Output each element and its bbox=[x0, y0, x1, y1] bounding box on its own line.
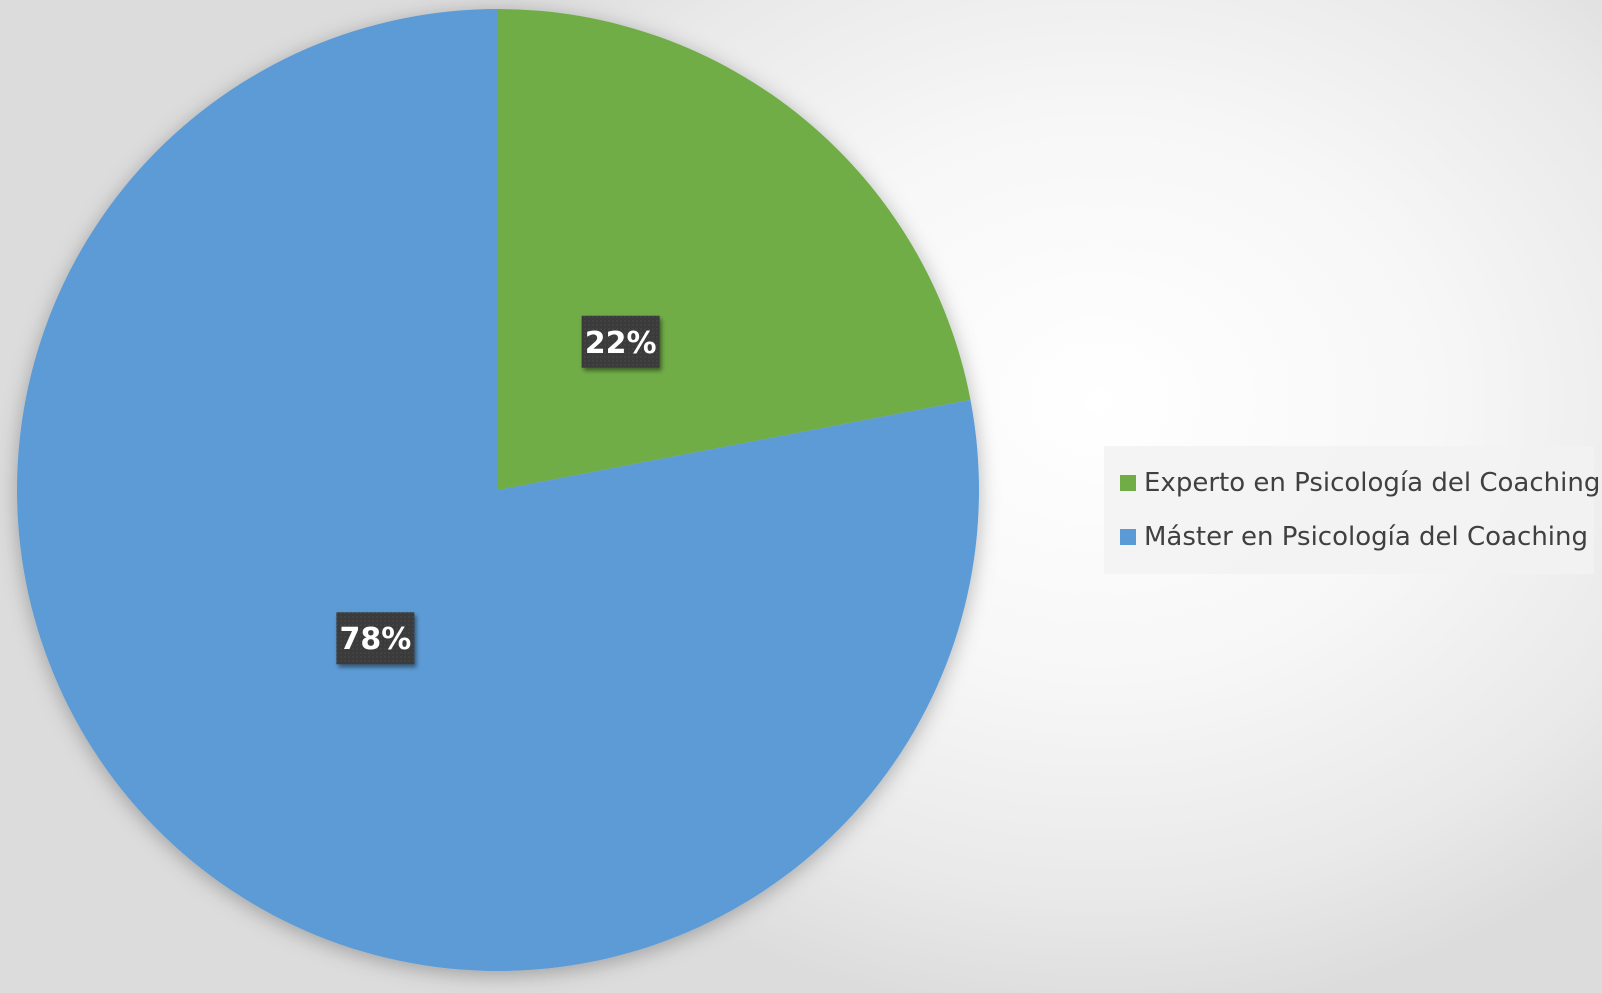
legend-swatch-experto bbox=[1120, 475, 1136, 491]
legend-swatch-master bbox=[1120, 529, 1136, 545]
data-label-box bbox=[336, 612, 415, 665]
pie-slice-experto bbox=[498, 9, 971, 490]
pie-slice-master bbox=[17, 9, 980, 972]
legend-item-master: Máster en Psicología del Coaching bbox=[1120, 510, 1588, 564]
pie-slices bbox=[17, 9, 980, 972]
data-label-box bbox=[581, 315, 660, 368]
data-label-master: 78% bbox=[336, 612, 415, 665]
chart-legend: Experto en Psicología del Coaching Máste… bbox=[1104, 446, 1600, 574]
data-label-experto: 22% bbox=[581, 315, 660, 368]
data-label-text: 22% bbox=[585, 326, 657, 361]
pie-data-labels: 22% 78% bbox=[336, 315, 660, 665]
legend-label-master: Máster en Psicología del Coaching bbox=[1144, 522, 1589, 552]
legend-label-experto: Experto en Psicología del Coaching bbox=[1144, 468, 1601, 498]
data-label-text: 78% bbox=[339, 622, 411, 657]
legend-item-experto: Experto en Psicología del Coaching bbox=[1120, 456, 1600, 510]
